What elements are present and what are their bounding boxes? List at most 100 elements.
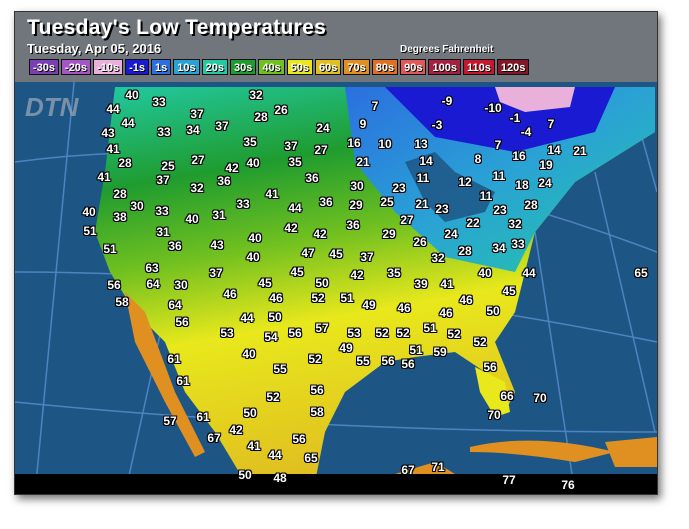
temperature-label: 45 (290, 265, 304, 279)
legend-item: -20s (61, 59, 92, 75)
legend-item: 120s (496, 59, 530, 75)
temperature-label: 76 (561, 478, 575, 492)
temperature-label: 27 (400, 213, 414, 227)
temperature-label: 64 (168, 298, 182, 312)
temperature-label: 11 (479, 189, 493, 203)
temperature-label: 40 (125, 88, 139, 102)
temperature-label: 56 (401, 357, 415, 371)
temperature-label: 56 (381, 354, 395, 368)
temperature-label: 10 (378, 137, 392, 151)
temperature-label: 44 (268, 448, 282, 462)
map-title: Tuesday's Low Temperatures (27, 16, 327, 39)
temperature-label: 7 (494, 138, 502, 152)
legend-item: 100s (428, 59, 461, 75)
map-date: Tuesday, Apr 05, 2016 (27, 41, 162, 56)
temperature-label: 44 (106, 102, 120, 116)
temperature-label: 49 (362, 298, 376, 312)
legend-item: 10s (173, 59, 200, 75)
temperature-label: 40 (242, 347, 256, 361)
temperature-label: 21 (356, 155, 370, 169)
weather-map: DTN Tuesday's Low Temperatures Tuesday, … (14, 11, 658, 495)
temperature-label: 24 (444, 227, 458, 241)
temperature-label: 37 (360, 250, 374, 264)
temperature-label: 13 (414, 137, 428, 151)
temperature-label: 56 (175, 315, 189, 329)
temperature-label: 51 (340, 291, 354, 305)
temperature-map-graphic (15, 12, 657, 494)
temperature-label: 52 (396, 326, 410, 340)
temperature-label: 24 (316, 121, 330, 135)
temperature-label: 55 (273, 362, 287, 376)
temperature-label: 53 (347, 326, 361, 340)
temperature-label: 25 (380, 195, 394, 209)
units-label: Degrees Fahrenheit (400, 44, 494, 55)
temperature-label: 7 (371, 99, 379, 113)
temperature-label: 77 (502, 473, 516, 487)
temperature-label: 45 (502, 284, 516, 298)
temperature-label: 58 (310, 405, 324, 419)
temperature-label: 70 (487, 408, 501, 422)
temperature-label: 28 (118, 156, 132, 170)
temperature-label: 23 (493, 203, 507, 217)
temperature-label: 30 (350, 179, 364, 193)
temperature-label: 65 (304, 451, 318, 465)
temperature-label: 39 (414, 277, 428, 291)
temperature-label: 45 (258, 276, 272, 290)
temperature-label: 56 (288, 326, 302, 340)
temperature-label: 36 (305, 171, 319, 185)
temperature-label: 42 (225, 161, 239, 175)
temperature-label: 36 (168, 239, 182, 253)
temperature-label: 28 (524, 198, 538, 212)
temperature-label: 31 (212, 208, 226, 222)
temperature-label: 28 (113, 187, 127, 201)
temperature-label: 38 (113, 210, 127, 224)
temperature-label: 61 (196, 410, 210, 424)
temperature-label: 61 (176, 374, 190, 388)
temperature-label: 40 (185, 212, 199, 226)
temperature-label: 35 (288, 155, 302, 169)
temperature-label: 41 (440, 277, 454, 291)
temperature-label: 18 (515, 178, 529, 192)
temperature-label: 27 (191, 153, 205, 167)
temperature-label: 41 (247, 439, 261, 453)
temperature-label: 31 (156, 225, 170, 239)
temperature-label: 41 (97, 170, 111, 184)
temperature-label: 16 (347, 136, 361, 150)
temperature-label: 66 (500, 389, 514, 403)
temperature-label: 51 (409, 343, 423, 357)
temperature-label: 35 (243, 135, 257, 149)
temperature-label: 57 (315, 321, 329, 335)
temperature-label: 29 (382, 227, 396, 241)
temperature-label: 28 (458, 244, 472, 258)
temperature-label: 44 (240, 311, 254, 325)
temperature-label: 24 (538, 176, 552, 190)
temperature-label: 61 (167, 352, 181, 366)
legend-item: 40s (258, 59, 285, 75)
temperature-label: 16 (512, 149, 526, 163)
temperature-label: 11 (492, 169, 506, 183)
temperature-label: 41 (106, 142, 120, 156)
temperature-label: 42 (284, 221, 298, 235)
temperature-label: 33 (152, 95, 166, 109)
temperature-label: 46 (223, 287, 237, 301)
temperature-label: 56 (310, 383, 324, 397)
temperature-label: 21 (415, 197, 429, 211)
temperature-label: 58 (115, 295, 129, 309)
temperature-label: 9 (359, 117, 367, 131)
temperature-label: 50 (238, 468, 252, 482)
temperature-label: 33 (236, 197, 250, 211)
legend-item: 110s (462, 59, 495, 75)
temperature-label: 37 (215, 119, 229, 133)
temperature-label: 63 (145, 261, 159, 275)
temperature-label: 37 (190, 107, 204, 121)
map-bottom-bar (15, 474, 657, 494)
temperature-label: 27 (314, 143, 328, 157)
temperature-label: 33 (157, 125, 171, 139)
legend-item: -10s (93, 59, 124, 75)
temperature-label: 36 (217, 174, 231, 188)
legend-item: 60s (315, 59, 342, 75)
temperature-label: 50 (486, 304, 500, 318)
legend-item: -30s (29, 59, 60, 75)
temperature-label: 67 (207, 431, 221, 445)
temperature-label: 42 (313, 227, 327, 241)
